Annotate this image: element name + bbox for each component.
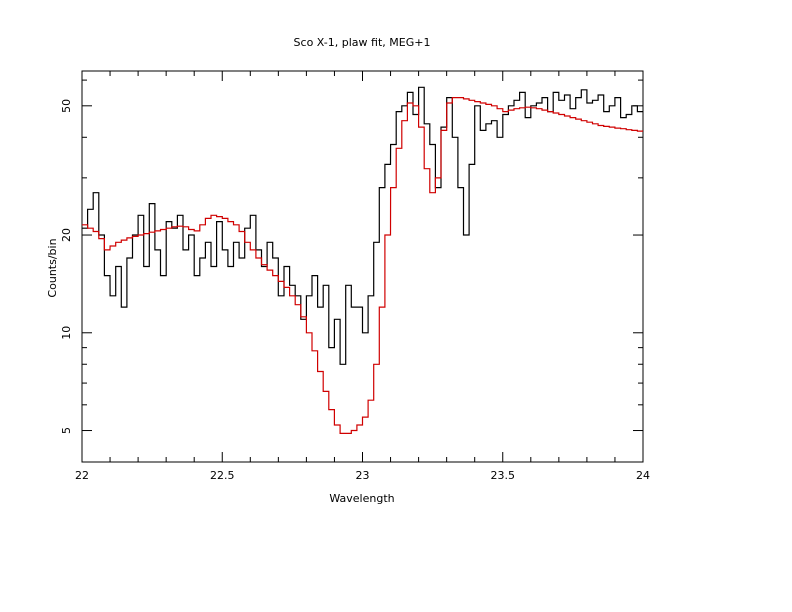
series-layer bbox=[82, 86, 643, 434]
data-series-line bbox=[82, 86, 643, 365]
x-tick-label: 23.5 bbox=[491, 469, 516, 482]
y-axis-label: Counts/bin bbox=[46, 238, 59, 297]
y-tick-label: 50 bbox=[60, 99, 73, 113]
x-tick-label: 24 bbox=[636, 469, 650, 482]
x-tick-label: 22.5 bbox=[210, 469, 235, 482]
x-axis-label: Wavelength bbox=[329, 492, 394, 505]
x-tick-label: 22 bbox=[75, 469, 89, 482]
x-tick-label: 23 bbox=[356, 469, 370, 482]
y-tick-label: 20 bbox=[60, 228, 73, 242]
model-series-line bbox=[82, 97, 643, 434]
y-tick-label: 5 bbox=[60, 427, 73, 434]
axis-ticks: 22 22.5 23 23.5 24 5 10 20 50 bbox=[60, 71, 650, 482]
y-tick-label: 10 bbox=[60, 326, 73, 340]
chart-title: Sco X-1, plaw fit, MEG+1 bbox=[294, 36, 431, 49]
